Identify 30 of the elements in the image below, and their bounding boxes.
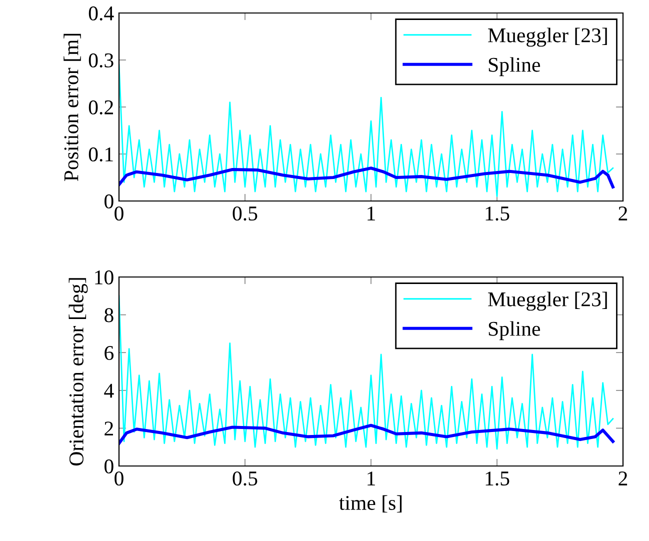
y-tick-label: 4	[104, 384, 114, 398]
y-tick-label: 6	[104, 346, 114, 360]
legend-label: Mueggler [23]	[488, 292, 607, 311]
x-tick-label: 2	[618, 206, 628, 220]
x-tick-label: 0	[114, 471, 124, 486]
x-tick-label: 0	[114, 206, 124, 221]
line-series	[119, 166, 614, 188]
y-axis-title: Orientation error [deg]	[68, 278, 88, 466]
x-tick-label: 0.5	[232, 206, 258, 221]
y-tick-label: 0.1	[88, 147, 113, 162]
x-tick-label: 1.5	[486, 206, 510, 221]
y-axis-title: Position error [m]	[64, 34, 81, 182]
y-tick-label: 0	[104, 194, 114, 208]
x-tick-label: 2	[618, 472, 628, 486]
x-axis-title: time [s]	[339, 495, 402, 513]
y-tick-label: 0.4	[88, 6, 114, 21]
line-series	[119, 424, 614, 445]
legend-label: Spline	[488, 57, 540, 76]
y-tick-label: 0	[104, 459, 114, 474]
legend-label: Spline	[488, 321, 540, 340]
x-tick-label: 1.5	[486, 472, 510, 486]
x-tick-label: 0.5	[232, 471, 258, 486]
y-tick-label: 10	[95, 270, 114, 284]
x-tick-label: 1	[368, 472, 375, 486]
y-tick-label: 8	[104, 308, 114, 322]
y-tick-label: 2	[104, 422, 113, 436]
y-tick-label: 0.3	[88, 53, 114, 68]
legend-label: Mueggler [23]	[488, 28, 607, 47]
y-tick-label: 0.2	[88, 100, 113, 115]
x-tick-label: 1	[368, 206, 375, 220]
